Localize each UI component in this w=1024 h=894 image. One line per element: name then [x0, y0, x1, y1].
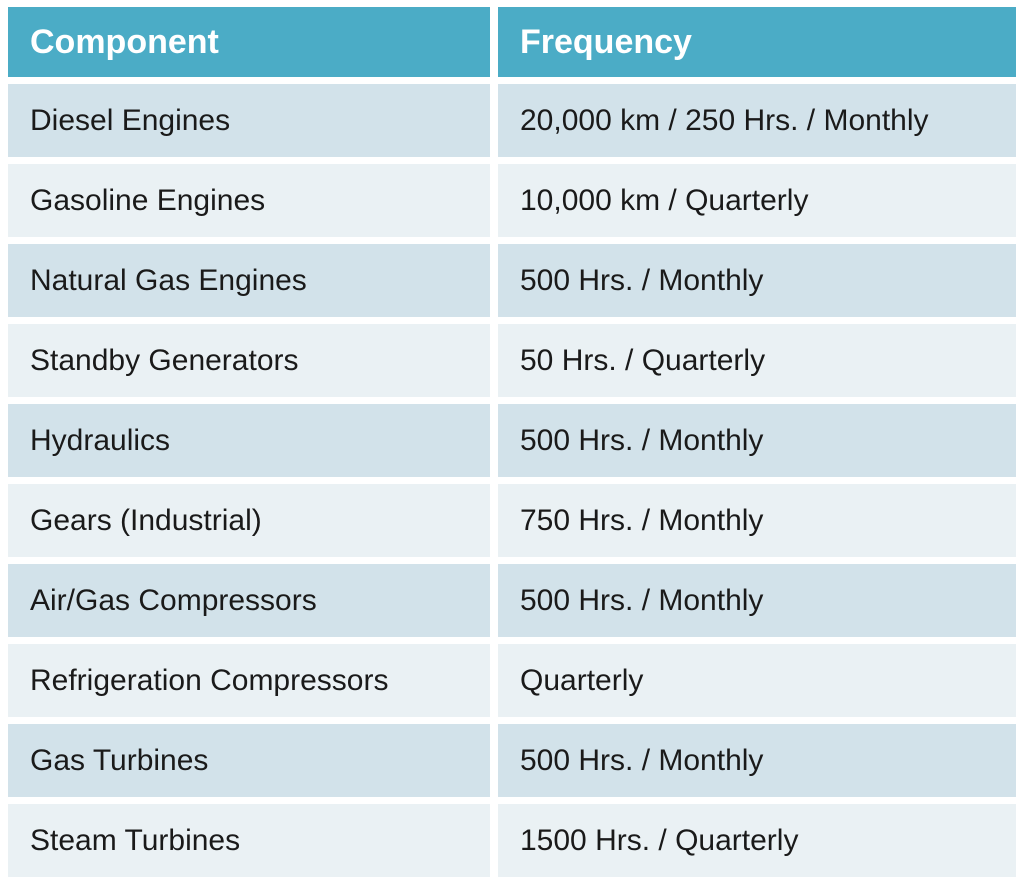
component-cell: Hydraulics — [8, 404, 490, 477]
table-row: Steam Turbines 1500 Hrs. / Quarterly — [8, 804, 1016, 877]
frequency-cell: 500 Hrs. / Monthly — [498, 564, 1016, 637]
header-row: Component Frequency — [8, 7, 1016, 77]
frequency-cell: Quarterly — [498, 644, 1016, 717]
frequency-cell: 20,000 km / 250 Hrs. / Monthly — [498, 84, 1016, 157]
component-cell: Gears (Industrial) — [8, 484, 490, 557]
table-body: Diesel Engines 20,000 km / 250 Hrs. / Mo… — [8, 84, 1016, 877]
table-row: Standby Generators 50 Hrs. / Quarterly — [8, 324, 1016, 397]
frequency-cell: 500 Hrs. / Monthly — [498, 404, 1016, 477]
component-cell: Natural Gas Engines — [8, 244, 490, 317]
table-row: Diesel Engines 20,000 km / 250 Hrs. / Mo… — [8, 84, 1016, 157]
frequency-cell: 500 Hrs. / Monthly — [498, 244, 1016, 317]
component-cell: Gas Turbines — [8, 724, 490, 797]
frequency-cell: 50 Hrs. / Quarterly — [498, 324, 1016, 397]
table-row: Air/Gas Compressors 500 Hrs. / Monthly — [8, 564, 1016, 637]
table-row: Natural Gas Engines 500 Hrs. / Monthly — [8, 244, 1016, 317]
table-row: Hydraulics 500 Hrs. / Monthly — [8, 404, 1016, 477]
component-cell: Diesel Engines — [8, 84, 490, 157]
component-cell: Steam Turbines — [8, 804, 490, 877]
frequency-cell: 500 Hrs. / Monthly — [498, 724, 1016, 797]
table-row: Gasoline Engines 10,000 km / Quarterly — [8, 164, 1016, 237]
component-cell: Gasoline Engines — [8, 164, 490, 237]
component-column-header: Component — [8, 7, 490, 77]
frequency-cell: 10,000 km / Quarterly — [498, 164, 1016, 237]
frequency-cell: 1500 Hrs. / Quarterly — [498, 804, 1016, 877]
table-row: Gas Turbines 500 Hrs. / Monthly — [8, 724, 1016, 797]
component-cell: Standby Generators — [8, 324, 490, 397]
frequency-column-header: Frequency — [498, 7, 1016, 77]
component-cell: Refrigeration Compressors — [8, 644, 490, 717]
table-row: Refrigeration Compressors Quarterly — [8, 644, 1016, 717]
frequency-cell: 750 Hrs. / Monthly — [498, 484, 1016, 557]
component-cell: Air/Gas Compressors — [8, 564, 490, 637]
table-row: Gears (Industrial) 750 Hrs. / Monthly — [8, 484, 1016, 557]
